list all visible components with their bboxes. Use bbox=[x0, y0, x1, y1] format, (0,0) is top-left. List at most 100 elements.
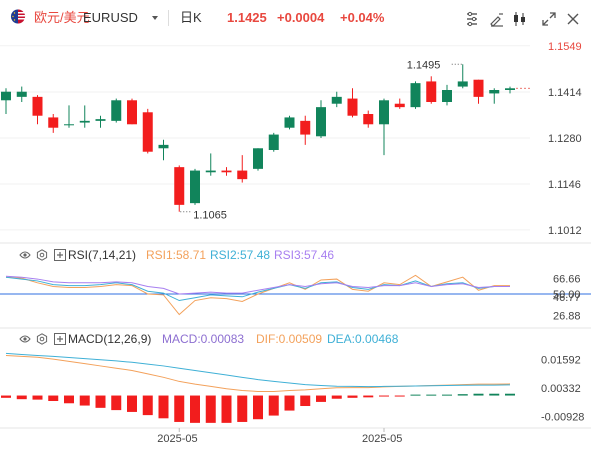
rsi-axis-label: 26.88 bbox=[553, 311, 581, 323]
macd-histogram-bar bbox=[331, 395, 342, 399]
eye-icon[interactable] bbox=[19, 333, 31, 345]
macd-histogram-bar bbox=[394, 395, 405, 397]
macd-histogram-bar bbox=[127, 395, 137, 412]
macd-header: MACD(12,26,9) MACD:0.00083 DIF:0.00509 D… bbox=[0, 332, 591, 348]
rsi3-value: RSI3:57.46 bbox=[274, 248, 335, 262]
price-axis-label: 1.1414 bbox=[548, 87, 582, 99]
dea-line bbox=[5, 352, 511, 388]
settings-gear-icon[interactable] bbox=[36, 249, 48, 261]
eye-icon[interactable] bbox=[19, 249, 31, 261]
candle-body bbox=[253, 148, 263, 169]
price-axis-label: 1.1549 bbox=[548, 41, 582, 53]
date-axis-label: 2025-05 bbox=[362, 433, 402, 445]
macd-histogram-bar bbox=[347, 395, 358, 398]
candle-body bbox=[64, 124, 74, 126]
candle-body bbox=[426, 81, 437, 102]
settings-gear-icon[interactable] bbox=[36, 333, 48, 345]
candle-body bbox=[95, 119, 106, 121]
candle-body bbox=[111, 100, 122, 121]
macd-axis-label: 0.01592 bbox=[541, 354, 581, 366]
rsi-series-line bbox=[5, 274, 510, 316]
dropdown-caret-icon[interactable] bbox=[152, 16, 158, 20]
last-price: 1.1425 bbox=[227, 10, 267, 25]
macd-axis-label: 0.00332 bbox=[541, 383, 581, 395]
candle-body bbox=[221, 170, 232, 173]
macd-axis-label: -0.00928 bbox=[541, 412, 584, 424]
candle-body bbox=[347, 98, 358, 116]
macd-histogram-bar bbox=[237, 395, 248, 422]
price-change: +0.0004 bbox=[277, 10, 325, 25]
candle-body bbox=[127, 100, 137, 125]
price-axis-label: 1.1280 bbox=[548, 133, 582, 145]
rsi2-value: RSI2:57.48 bbox=[210, 248, 271, 262]
low-annotation: 1.1065 bbox=[193, 210, 227, 222]
macd-histogram-bar bbox=[1, 395, 11, 398]
macd-histogram-bar bbox=[205, 395, 216, 423]
candle-body bbox=[331, 96, 342, 104]
macd-histogram-bar bbox=[489, 393, 500, 396]
toolbar-divider bbox=[168, 10, 169, 26]
rsi-series-line bbox=[5, 275, 510, 295]
candle-body bbox=[268, 134, 279, 150]
price-axis-label: 1.1146 bbox=[548, 179, 581, 191]
macd-histogram-bar bbox=[363, 395, 374, 398]
rsi-axis-label: 46.77 bbox=[553, 292, 581, 304]
macd-histogram-bar bbox=[300, 395, 311, 407]
candle-body bbox=[79, 120, 90, 123]
candle-body bbox=[363, 114, 374, 125]
macd-histogram-bar bbox=[16, 395, 27, 400]
macd-histogram-bar bbox=[174, 395, 185, 422]
candle-body bbox=[379, 100, 389, 125]
candle-body bbox=[48, 117, 59, 128]
candle-body bbox=[158, 144, 169, 149]
symbol-name[interactable]: 欧元/美元 bbox=[34, 10, 90, 25]
rsi-header: RSI(7,14,21) RSI1:58.71 RSI2:57.48 RSI3:… bbox=[0, 248, 591, 264]
macd-histogram-bar bbox=[442, 394, 452, 396]
candle-body bbox=[316, 107, 326, 137]
add-indicator-icon[interactable] bbox=[54, 333, 66, 345]
date-axis-label: 2025-05 bbox=[157, 433, 197, 445]
candle-body bbox=[300, 120, 311, 135]
candle-body bbox=[442, 90, 452, 102]
high-annotation: 1.1495 bbox=[407, 59, 441, 71]
add-indicator-icon[interactable] bbox=[54, 249, 66, 261]
indicator-settings-icon[interactable] bbox=[464, 11, 480, 27]
expand-icon[interactable] bbox=[541, 11, 557, 27]
candle-body bbox=[457, 81, 468, 87]
macd-histogram-bar bbox=[64, 395, 74, 404]
candle-body bbox=[174, 167, 185, 205]
macd-histogram-bar bbox=[253, 395, 263, 420]
candle-body bbox=[205, 170, 216, 173]
candle-body bbox=[394, 103, 405, 108]
candle-body bbox=[16, 91, 27, 97]
price-change-percent: +0.04% bbox=[340, 10, 385, 25]
candle-body bbox=[237, 170, 248, 180]
candle-body bbox=[142, 112, 153, 152]
macd-histogram-bar bbox=[111, 395, 122, 411]
macd-histogram-bar bbox=[48, 395, 59, 402]
macd-histogram-bar bbox=[32, 395, 43, 400]
macd-histogram-bar bbox=[473, 393, 484, 396]
macd-histogram-bar bbox=[505, 393, 515, 396]
macd-histogram-bar bbox=[268, 395, 279, 416]
macd-value: MACD:0.00083 bbox=[162, 332, 245, 346]
rsi-axis-label: 66.66 bbox=[553, 273, 581, 285]
macd-histogram-bar bbox=[316, 395, 326, 402]
macd-histogram-bar bbox=[79, 395, 90, 406]
macd-label[interactable]: MACD(12,26,9) bbox=[68, 332, 152, 346]
dif-value: DIF:0.00509 bbox=[256, 332, 323, 346]
close-icon[interactable] bbox=[565, 11, 581, 27]
macd-histogram-bar bbox=[426, 394, 437, 396]
candle-body bbox=[410, 83, 421, 108]
period-selector[interactable]: 日K bbox=[180, 10, 202, 25]
candle-style-icon[interactable] bbox=[512, 11, 528, 27]
symbol-code[interactable]: EURUSD bbox=[83, 10, 138, 25]
macd-histogram-bar bbox=[457, 394, 468, 396]
drawing-tool-icon[interactable] bbox=[489, 11, 505, 27]
candle-body bbox=[190, 170, 200, 204]
macd-histogram-bar bbox=[284, 395, 295, 411]
macd-histogram-bar bbox=[142, 395, 153, 416]
rsi-label[interactable]: RSI(7,14,21) bbox=[68, 248, 137, 262]
candle-body bbox=[505, 88, 515, 90]
